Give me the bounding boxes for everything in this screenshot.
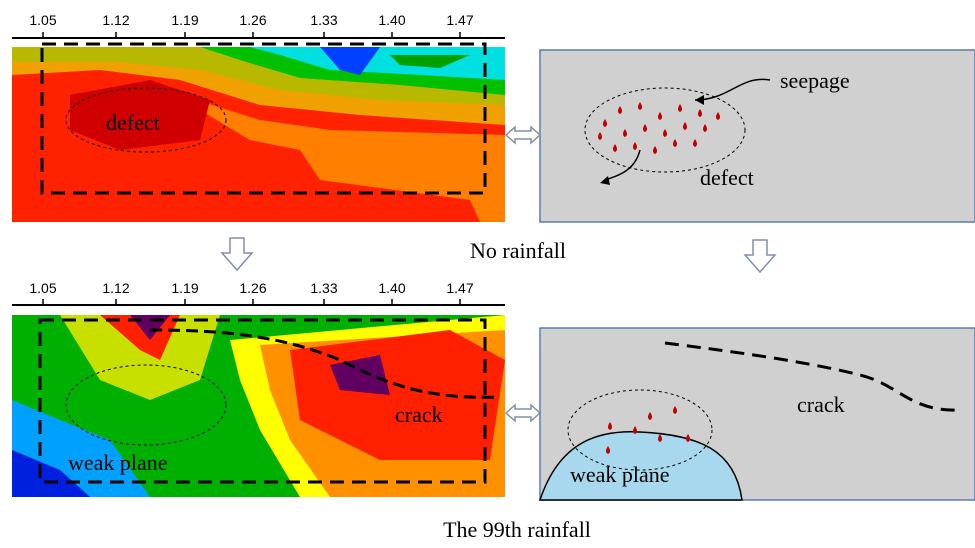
weak-plane-label: weak plane	[68, 450, 168, 475]
tick-label: 1.47	[446, 12, 473, 28]
shape	[540, 50, 975, 222]
tick-label: 1.26	[239, 280, 266, 296]
caption: The 99th rainfall	[443, 517, 591, 542]
tick-label: 1.33	[310, 12, 337, 28]
seepage-label: seepage	[780, 68, 850, 93]
shape	[506, 127, 540, 143]
tick-label: 1.47	[446, 280, 473, 296]
tick-label: 1.12	[102, 280, 129, 296]
weak-plane-label: weak plane	[570, 462, 670, 487]
tick-label: 1.19	[171, 12, 198, 28]
tick-label: 1.12	[102, 12, 129, 28]
contour-top	[12, 47, 505, 222]
shape	[745, 240, 775, 272]
tick-label: 1.33	[310, 280, 337, 296]
tick-label: 1.05	[29, 12, 56, 28]
defect-label: defect	[106, 110, 160, 135]
tick-label: 1.40	[378, 280, 405, 296]
caption: No rainfall	[470, 238, 566, 263]
tick-labels: 1.05 1.12 1.19 1.26 1.33 1.40 1.47	[29, 280, 473, 305]
defect-label: defect	[700, 165, 754, 190]
crack-label: crack	[797, 392, 845, 417]
tick-label: 1.40	[378, 12, 405, 28]
crack-label: crack	[395, 402, 443, 427]
tick-label: 1.05	[29, 280, 56, 296]
shape	[506, 405, 540, 421]
shape	[222, 238, 252, 270]
figure: 1.05 1.12 1.19 1.26 1.33 1.40 1.47 defect seep…	[0, 0, 975, 548]
tick-label: 1.19	[171, 280, 198, 296]
tick-labels: 1.05 1.12 1.19 1.26 1.33 1.40 1.47	[29, 12, 473, 38]
tick-label: 1.26	[239, 12, 266, 28]
